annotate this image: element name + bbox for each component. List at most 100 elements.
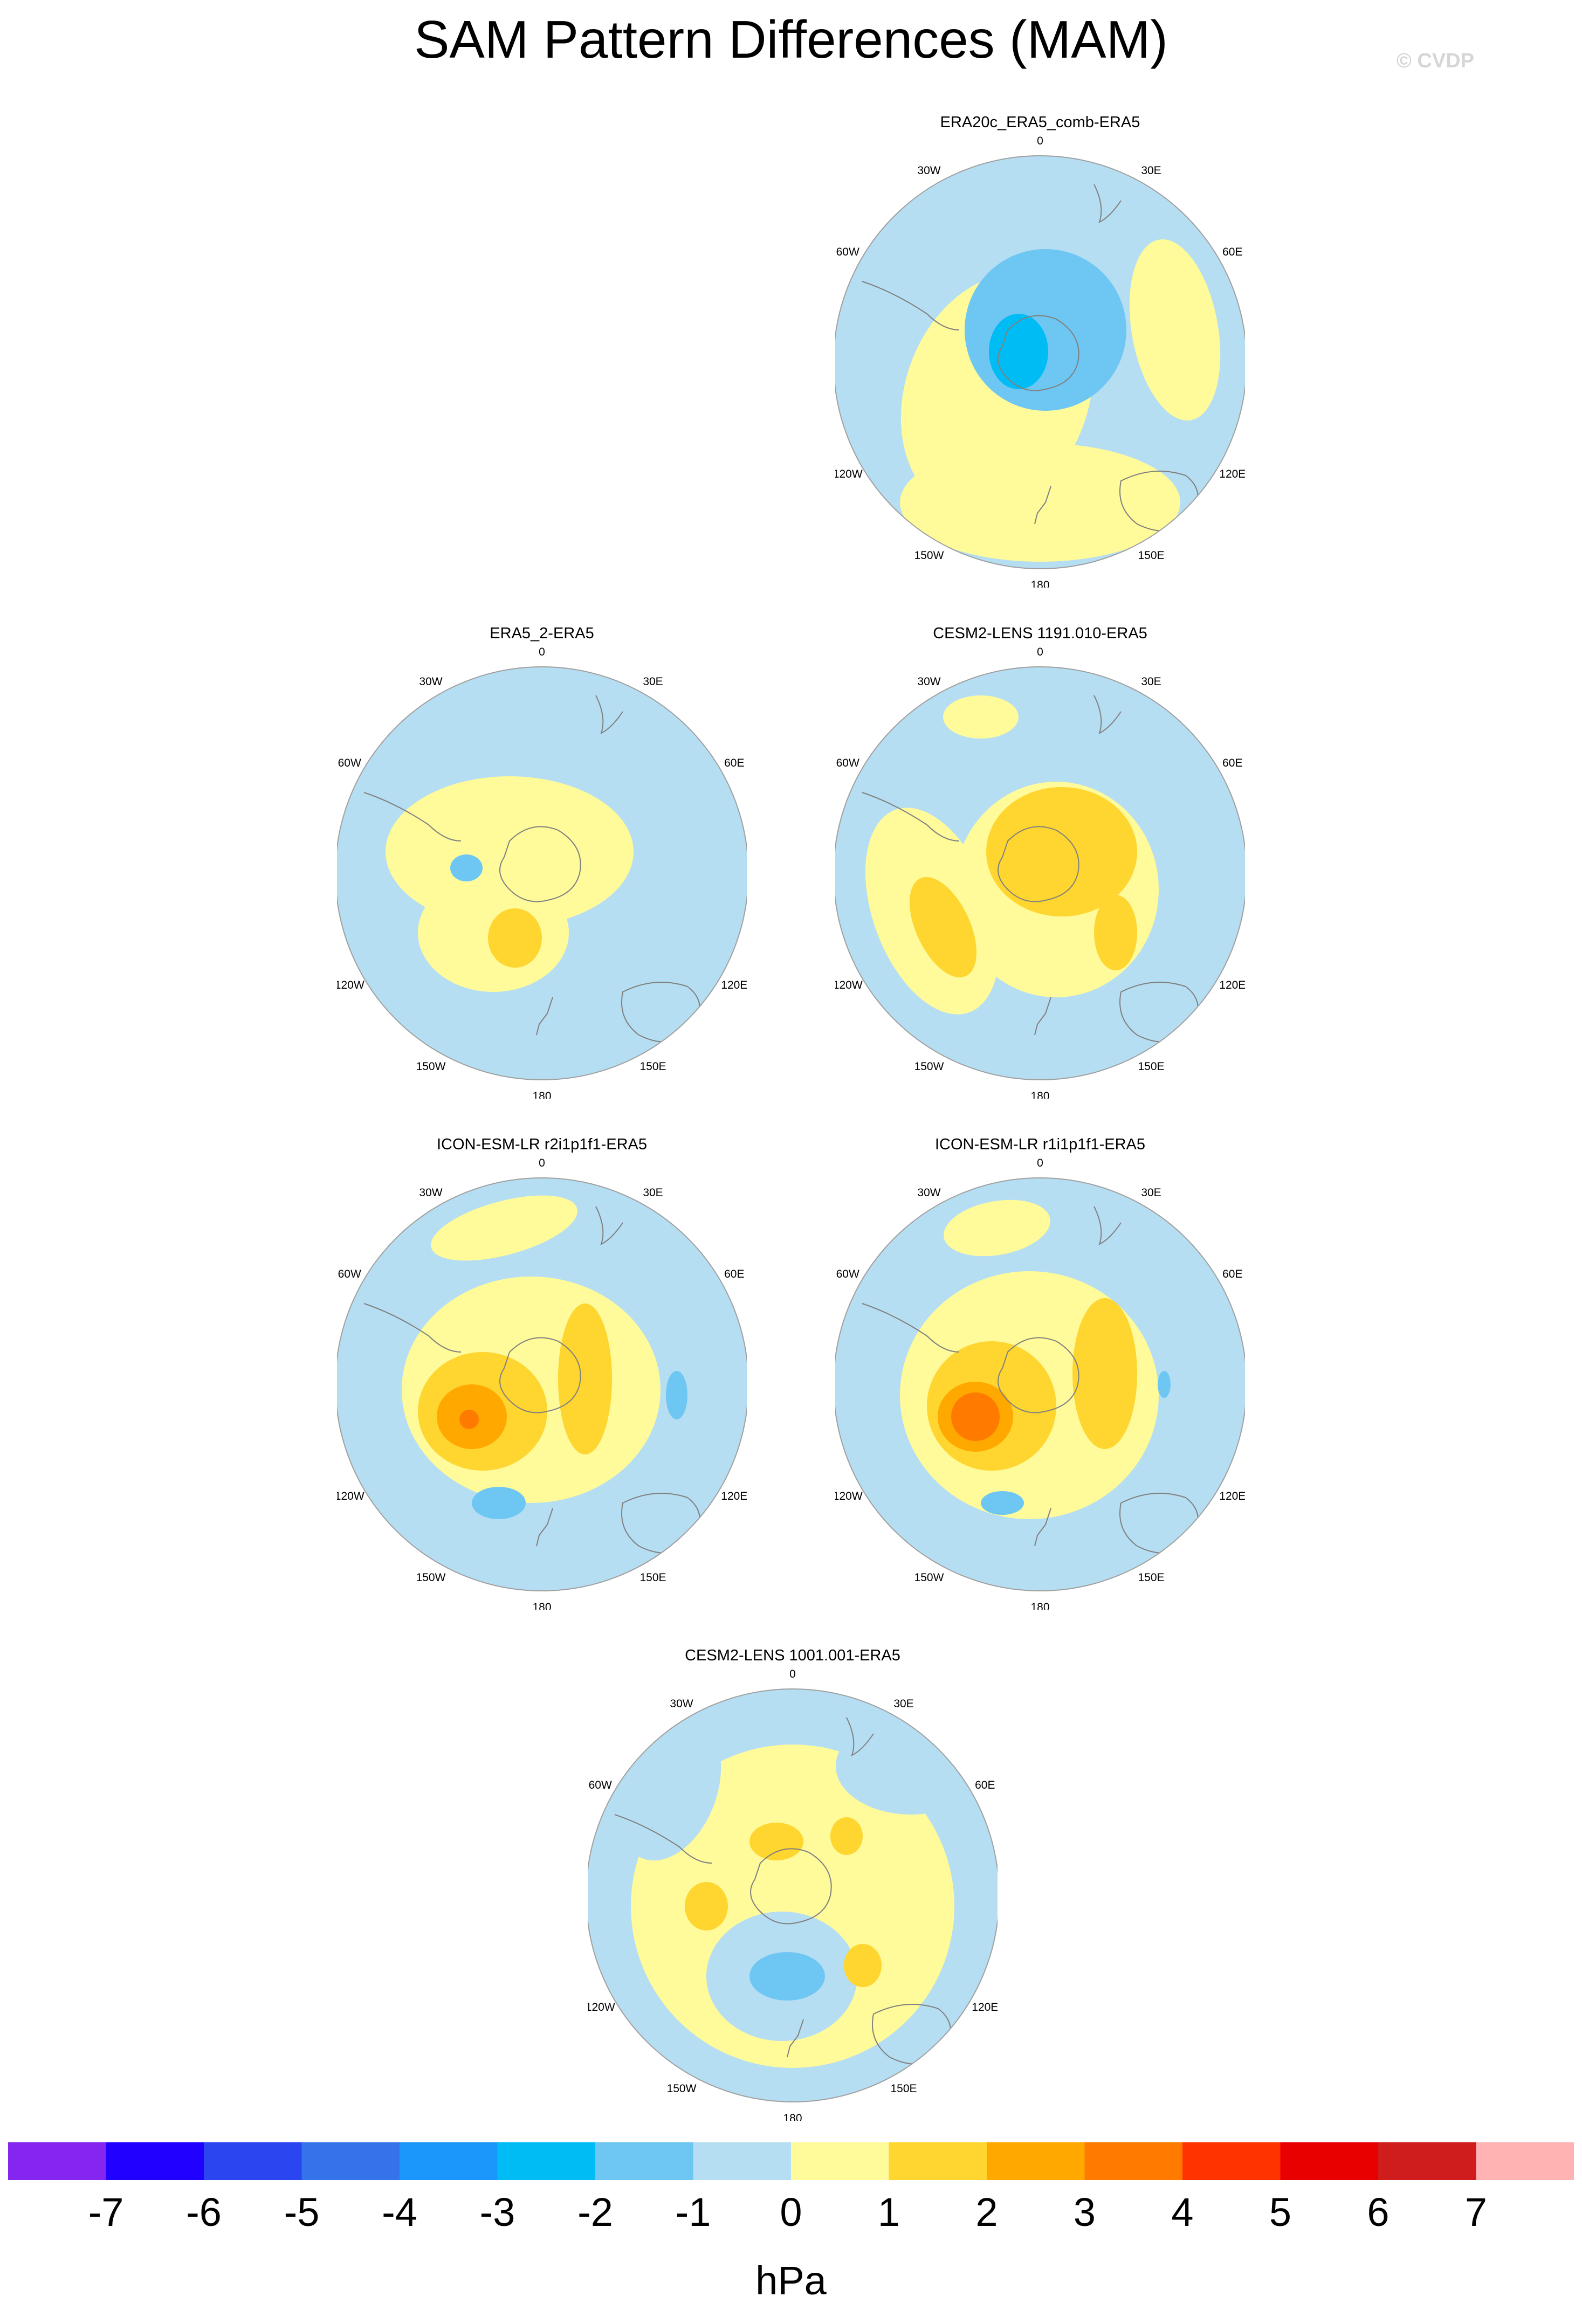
south-america-coastline: [862, 792, 960, 842]
longitude-label: 150W: [667, 2082, 697, 2095]
polar-map: 030E60E90E120E150E180150W120W90W60W30W: [337, 1157, 747, 1610]
polar-map: 030E60E90E120E150E180150W120W90W60W30W: [835, 646, 1245, 1099]
colorbar-tick-label: -4: [382, 2190, 417, 2235]
new-zealand-coastline: [1034, 997, 1051, 1036]
longitude-label: 60E: [1222, 246, 1242, 258]
longitude-label: 60E: [1222, 757, 1242, 769]
colorbar-tick-label: 5: [1269, 2190, 1292, 2235]
colorbar-tick-label: 0: [780, 2190, 802, 2235]
longitude-label: 120E: [1219, 1490, 1245, 1502]
map-panel-p5: ICON-ESM-LR r1i1p1f1-ERA5030E60E90E120E1…: [835, 1135, 1245, 1620]
longitude-label: 60E: [724, 1268, 744, 1280]
south-america-coastline: [614, 1814, 712, 1864]
longitude-label: 120W: [337, 1490, 364, 1502]
longitude-label: 60E: [1222, 1268, 1242, 1280]
contour-region: [1072, 1298, 1137, 1449]
longitude-label: 0: [539, 1157, 545, 1169]
longitude-label: 150E: [1138, 549, 1164, 562]
contour-region: [836, 1718, 987, 1815]
contour-region: [1129, 239, 1221, 420]
contour-region: [989, 314, 1048, 389]
south-america-coastline: [363, 1303, 462, 1353]
longitude-label: 150W: [416, 1571, 446, 1584]
longitude-label: 30W: [917, 164, 940, 177]
colorbar-tick-label: 2: [975, 2190, 998, 2235]
panel-title: CESM2-LENS 1001.001-ERA5: [685, 1647, 900, 1664]
contour-region: [1094, 895, 1137, 970]
longitude-label: 60W: [836, 1268, 859, 1280]
longitude-label: 0: [539, 646, 545, 658]
contour-region: [965, 249, 1126, 411]
map-rim: [835, 155, 1245, 569]
colorbar-swatch: [1280, 2142, 1379, 2180]
longitude-label: 30W: [917, 1187, 940, 1199]
longitude-label: 30E: [893, 1698, 913, 1710]
antarctica-coastline: [998, 315, 1079, 391]
map-rim: [835, 1177, 1245, 1591]
panel-title: ERA20c_ERA5_comb-ERA5: [940, 114, 1140, 131]
longitude-label: 0: [1037, 1157, 1043, 1169]
colorbar-swatch: [889, 2142, 987, 2180]
south-america-coastline: [862, 281, 960, 330]
panel-title: ERA5_2-ERA5: [490, 625, 594, 642]
contour-region: [844, 1944, 882, 1987]
longitude-label: 150E: [639, 1571, 666, 1584]
longitude-label: 0: [1037, 135, 1043, 147]
colorbar-swatch: [791, 2142, 889, 2180]
colorbar-swatch: [1476, 2142, 1574, 2180]
longitude-label: 60W: [836, 246, 859, 258]
contour-region: [910, 877, 976, 978]
colorbar-swatches: [8, 2142, 1574, 2180]
longitude-label: 30E: [1141, 164, 1161, 177]
map-panel-p1: ERA20c_ERA5_comb-ERA5030E60E90E120E150E1…: [835, 113, 1245, 598]
colorbar-tick-label: -6: [186, 2190, 222, 2235]
longitude-label: 60W: [338, 757, 361, 769]
south-america-coastline: [363, 792, 462, 842]
longitude-label: 150W: [914, 549, 944, 562]
south-america-coastline: [862, 1303, 960, 1353]
contour-region: [943, 695, 1019, 739]
antarctica-coastline: [499, 1337, 581, 1413]
contour-region: [431, 1195, 577, 1261]
colorbar-tick-label: 7: [1464, 2190, 1488, 2235]
longitude-label: 120W: [835, 468, 863, 480]
longitude-label: 180: [1030, 1090, 1049, 1099]
contour-region: [558, 1304, 612, 1454]
africa-coastline: [1093, 695, 1122, 734]
longitude-label: 60W: [589, 1779, 612, 1791]
map-panel-p3: CESM2-LENS 1191.010-ERA5030E60E90E120E15…: [835, 624, 1245, 1109]
page-title: SAM Pattern Differences (MAM): [414, 10, 1168, 69]
polar-map: 030E60E90E120E150E180150W120W90W60W30W: [588, 1668, 998, 2121]
africa-coastline: [1093, 1206, 1122, 1245]
longitude-label: 30W: [419, 1187, 442, 1199]
polar-map: 030E60E90E120E150E180150W120W90W60W30W: [835, 1157, 1245, 1610]
new-zealand-coastline: [787, 2019, 804, 2058]
contour-region: [944, 1199, 1050, 1257]
colorbar-swatch: [400, 2142, 498, 2180]
colorbar-swatch: [204, 2142, 302, 2180]
credit-watermark: © CVDP: [1396, 50, 1474, 72]
longitude-label: 120E: [1219, 468, 1245, 480]
longitude-label: 180: [1030, 579, 1049, 588]
colorbar-tick-label: -1: [675, 2190, 711, 2235]
longitude-label: 120E: [1219, 979, 1245, 991]
contour-region: [986, 787, 1137, 916]
africa-coastline: [1093, 184, 1122, 223]
colorbar-tick-label: 4: [1171, 2190, 1194, 2235]
antarctica-coastline: [998, 826, 1079, 902]
longitude-label: 150E: [639, 1060, 666, 1073]
longitude-label: 0: [1037, 646, 1043, 658]
map-rim: [835, 666, 1245, 1080]
colorbar-swatch: [301, 2142, 400, 2180]
colorbar-tick-label: -7: [88, 2190, 124, 2235]
colorbar-tick-label: -5: [284, 2190, 320, 2235]
contour-region: [1158, 1371, 1171, 1398]
longitude-label: 150W: [416, 1060, 446, 1073]
longitude-label: 150W: [914, 1571, 944, 1584]
new-zealand-coastline: [536, 997, 553, 1036]
panel-title: ICON-ESM-LR r1i1p1f1-ERA5: [935, 1136, 1145, 1153]
antarctica-coastline: [998, 1337, 1079, 1413]
longitude-label: 120W: [835, 979, 863, 991]
longitude-label: 150E: [890, 2082, 917, 2095]
map-panel-p6: CESM2-LENS 1001.001-ERA5 030E60E90E120E15…: [588, 1646, 998, 2132]
